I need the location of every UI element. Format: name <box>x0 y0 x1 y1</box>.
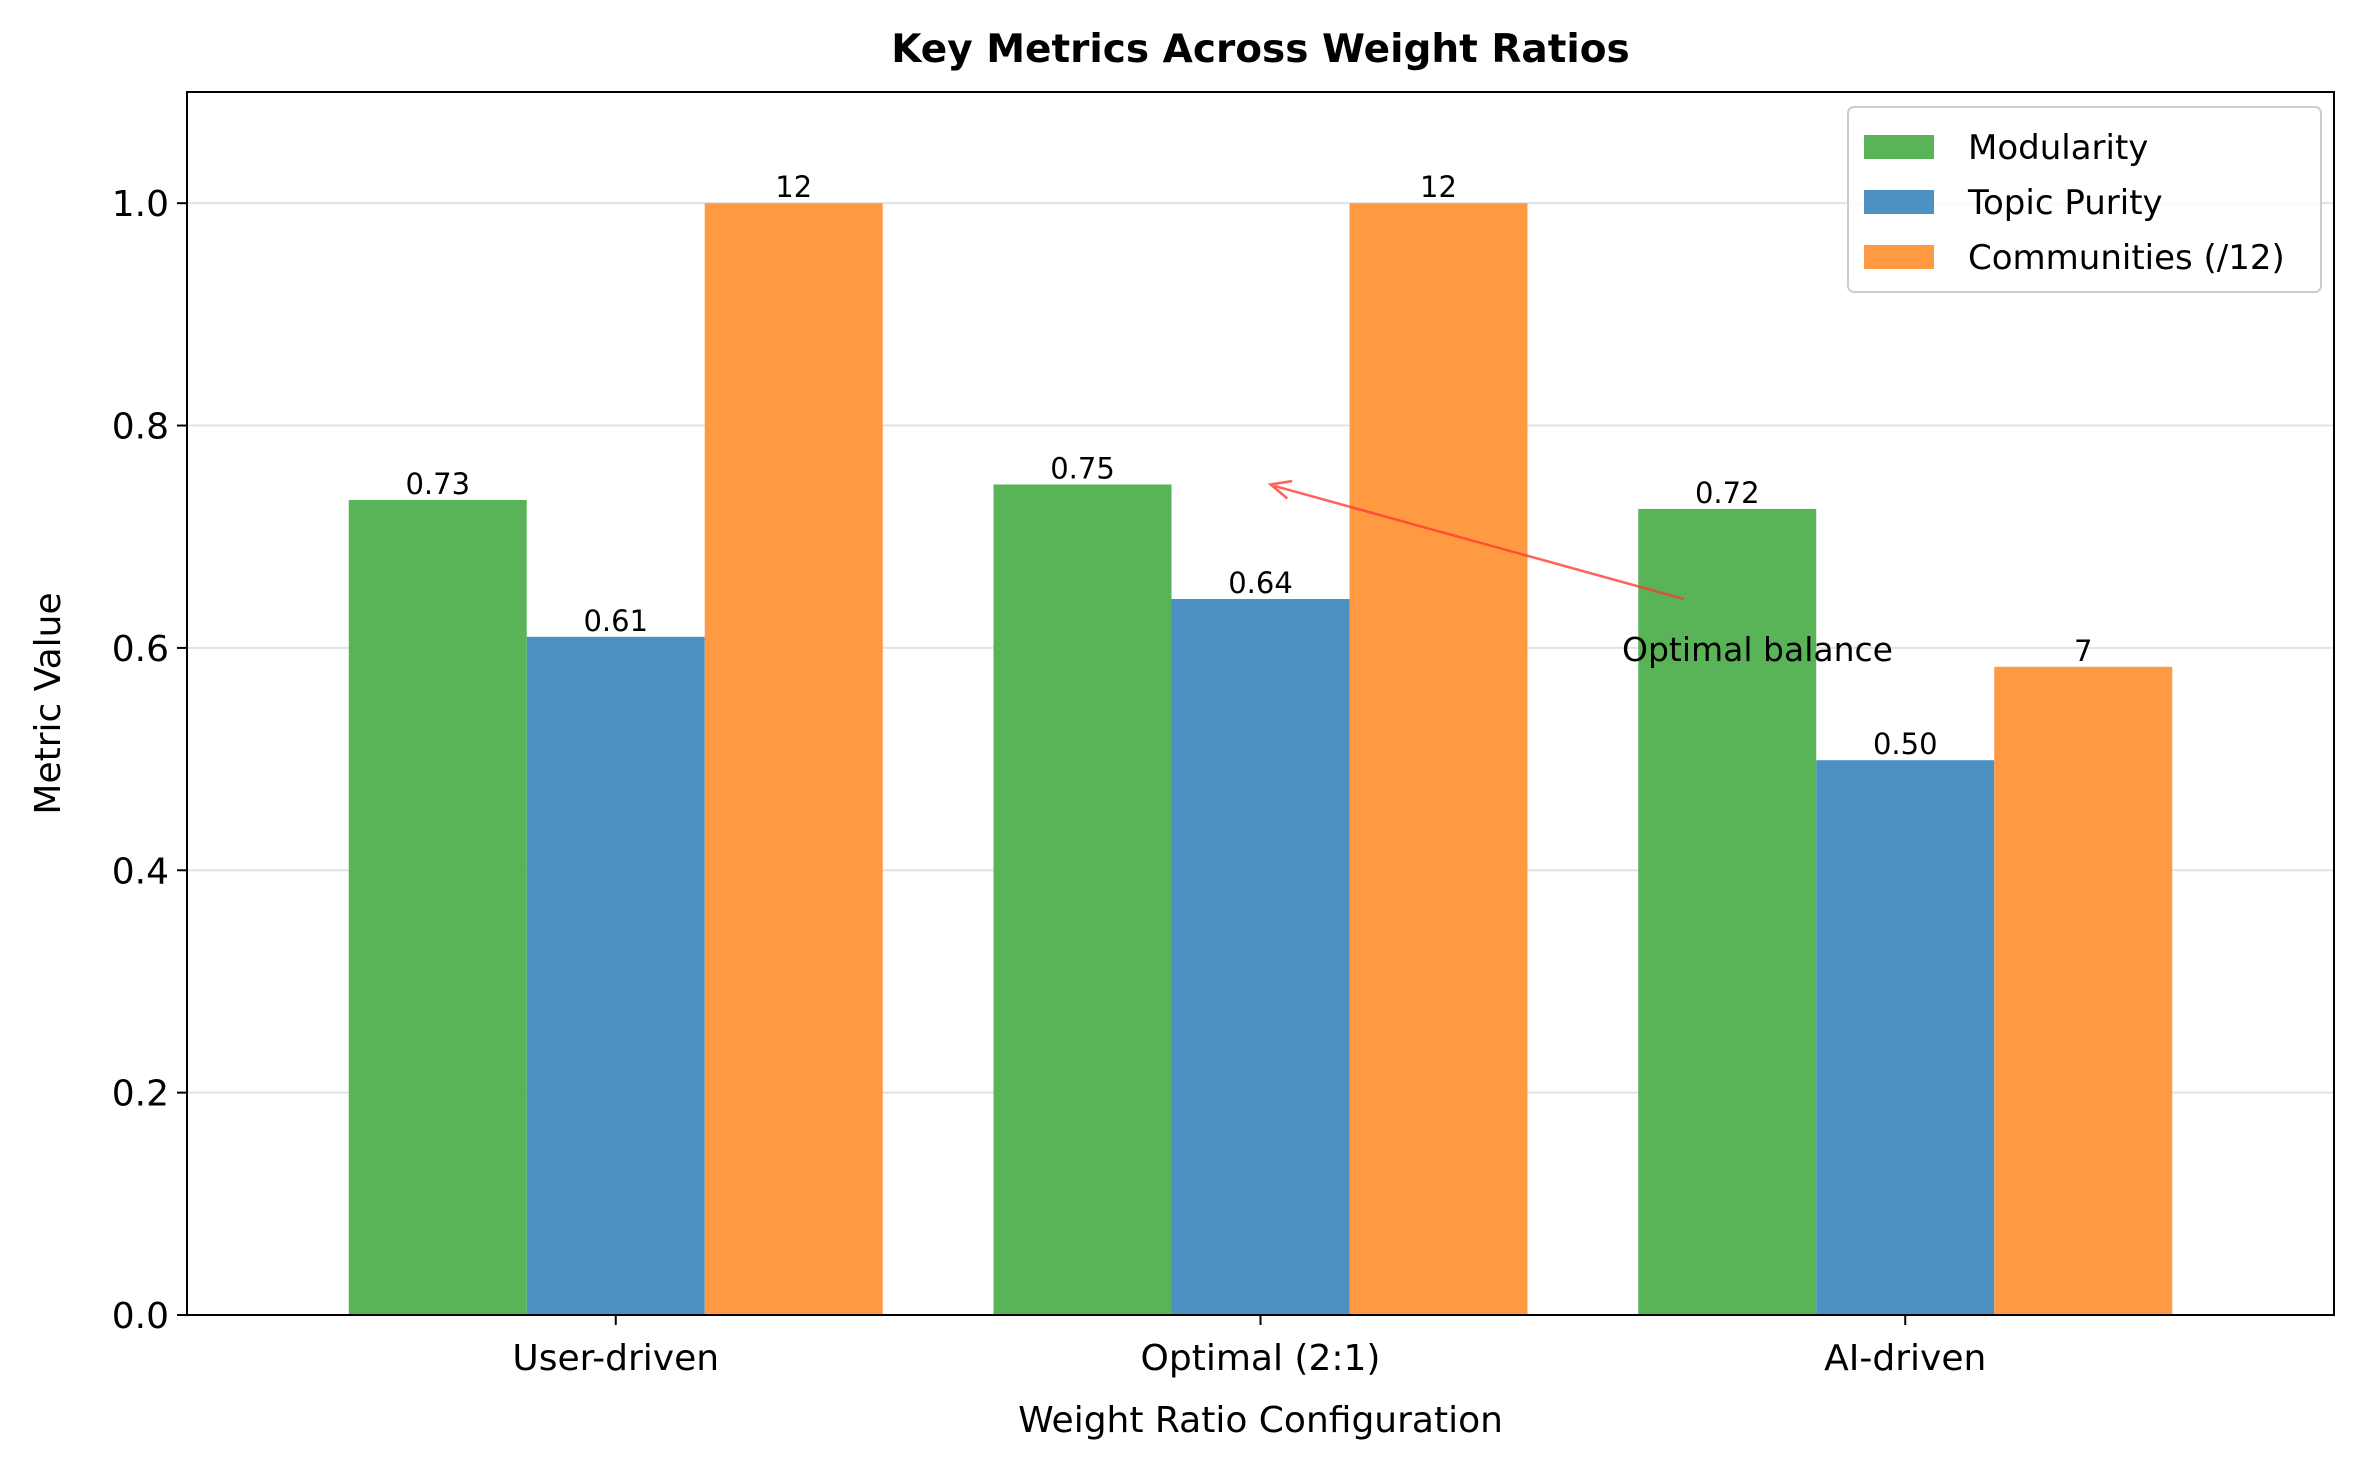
annotation-arrowhead <box>1267 479 1293 500</box>
bar-communities-12 <box>704 203 883 1315</box>
data-label: 7 <box>2074 634 2092 668</box>
bar-modularity <box>348 500 527 1316</box>
data-label: 0.50 <box>1873 727 1938 761</box>
y-tick-label: 0.2 <box>112 1074 169 1115</box>
data-label: 0.73 <box>405 467 470 501</box>
x-axis-label: Weight Ratio Configuration <box>1018 1400 1503 1441</box>
y-axis: 0.0 0.2 0.4 0.6 0.8 1.0 <box>112 184 187 1337</box>
legend: Modularity Topic Purity Communities (/12) <box>1847 106 2322 293</box>
chart-title: Key Metrics Across Weight Ratios <box>891 27 1629 72</box>
y-tick-label: 0.0 <box>112 1296 169 1337</box>
data-label: 12 <box>1420 170 1457 204</box>
bar-communities-12 <box>1994 666 2173 1315</box>
annotation: Optimal balance <box>1267 479 1893 669</box>
bar-modularity <box>1638 508 1817 1315</box>
bar-topic-purity <box>1816 760 1995 1315</box>
bar-modularity <box>993 484 1172 1316</box>
bar-topic-purity <box>1171 598 1350 1315</box>
x-tick-label: User-driven <box>512 1338 719 1379</box>
y-axis-label: Metric Value <box>28 592 69 814</box>
legend-label: Topic Purity <box>1967 183 2163 223</box>
data-label: 0.72 <box>1695 476 1760 510</box>
data-label: 0.61 <box>583 604 648 638</box>
legend-label: Modularity <box>1968 128 2148 168</box>
data-label: 12 <box>775 170 812 204</box>
legend-box <box>1847 106 2322 293</box>
y-tick-label: 0.6 <box>112 629 169 670</box>
x-tick-label: AI-driven <box>1824 1338 1986 1379</box>
legend-label: Communities (/12) <box>1968 238 2285 278</box>
legend-swatch <box>1864 135 1934 159</box>
y-tick-label: 0.4 <box>112 851 169 892</box>
y-tick-label: 1.0 <box>112 184 169 225</box>
data-label: 0.64 <box>1228 566 1293 600</box>
bars <box>348 203 2173 1316</box>
annotation-arrow <box>1274 484 1685 601</box>
data-label: 0.75 <box>1050 451 1115 485</box>
data-labels: 0.73 0.61 12 0.75 0.64 12 0.72 0.50 7 <box>405 170 2092 761</box>
bar-communities-12 <box>1349 203 1528 1315</box>
y-tick-label: 0.8 <box>112 407 169 448</box>
bar-topic-purity <box>526 636 705 1315</box>
x-tick-label: Optimal (2:1) <box>1141 1338 1381 1379</box>
legend-swatch <box>1864 190 1934 214</box>
legend-swatch <box>1864 245 1934 269</box>
x-axis: User-driven Optimal (2:1) AI-driven <box>512 1315 1986 1379</box>
annotation-text: Optimal balance <box>1622 630 1893 669</box>
